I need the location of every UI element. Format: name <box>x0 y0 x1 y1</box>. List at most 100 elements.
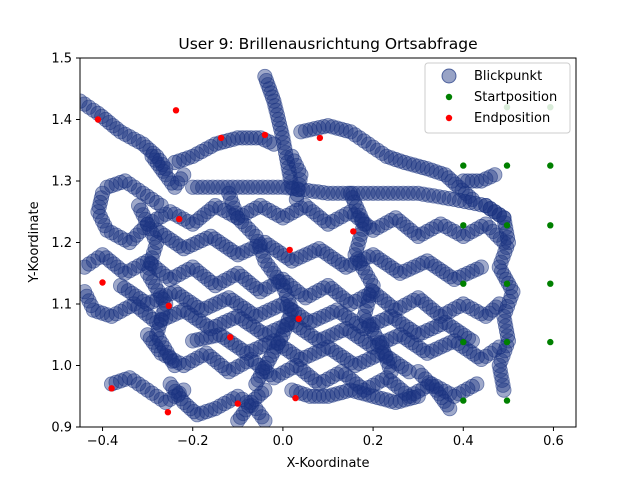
gaze-point <box>358 313 375 329</box>
gaze-point <box>252 306 268 322</box>
gaze-point <box>442 221 458 237</box>
end-position-point <box>165 302 172 309</box>
gaze-point <box>293 167 309 183</box>
gaze-point <box>180 261 196 278</box>
gaze-point <box>99 222 115 238</box>
gaze-point <box>144 225 160 241</box>
gaze-point <box>437 218 453 235</box>
gaze-point <box>152 287 169 303</box>
gaze-point <box>497 313 513 329</box>
gaze-point <box>221 270 237 286</box>
gaze-point <box>302 245 318 261</box>
gaze-point <box>266 300 282 316</box>
gaze-point <box>460 173 476 189</box>
gaze-point <box>324 327 341 343</box>
gaze-point <box>361 317 377 333</box>
gaze-point <box>286 153 302 169</box>
gaze-point <box>496 382 512 398</box>
gaze-point <box>234 130 250 146</box>
gaze-point <box>397 297 413 313</box>
end-position-point <box>295 315 302 322</box>
gaze-point <box>164 175 180 191</box>
gaze-point <box>248 376 264 392</box>
gaze-point <box>230 130 246 146</box>
gaze-point <box>173 171 189 187</box>
gaze-point <box>80 284 93 300</box>
gaze-point <box>365 277 381 294</box>
gaze-point <box>81 256 97 272</box>
gaze-point <box>315 119 332 135</box>
gaze-point <box>487 167 503 183</box>
gaze-point <box>371 335 388 351</box>
gaze-point <box>491 339 507 355</box>
gaze-point <box>455 173 471 189</box>
gaze-point <box>378 310 395 326</box>
gaze-point <box>491 207 507 223</box>
gaze-point <box>406 386 422 402</box>
start-position-point <box>503 397 511 404</box>
gaze-point <box>158 394 174 410</box>
gaze-point <box>149 194 165 211</box>
gaze-point <box>257 413 273 427</box>
gaze-point <box>257 359 273 376</box>
gaze-point <box>275 179 291 195</box>
gaze-point <box>410 228 426 244</box>
gaze-point <box>360 269 376 285</box>
gaze-point <box>92 208 108 224</box>
gaze-point <box>311 333 327 349</box>
legend-label-blickpunkt: Blickpunkt <box>474 69 542 84</box>
gaze-point <box>207 198 223 214</box>
legend-marker-blickpunkt <box>441 68 457 84</box>
gaze-point <box>155 306 171 322</box>
gaze-point <box>194 348 210 364</box>
gaze-point <box>495 377 511 393</box>
gaze-point <box>311 388 327 404</box>
gaze-point <box>279 207 295 223</box>
gaze-point <box>194 143 210 160</box>
gaze-point <box>135 379 151 395</box>
gaze-point <box>329 211 345 227</box>
gaze-point <box>159 344 175 360</box>
gaze-point <box>305 183 321 199</box>
gaze-point <box>171 266 187 283</box>
gaze-point <box>369 375 386 391</box>
gaze-point <box>250 372 266 388</box>
gaze-point <box>126 260 142 276</box>
gaze-point <box>167 357 183 374</box>
gaze-point <box>266 205 282 221</box>
gaze-point <box>356 133 372 149</box>
gaze-point <box>113 124 129 140</box>
gaze-point <box>451 298 467 315</box>
gaze-point <box>207 296 223 312</box>
gaze-point <box>176 264 192 280</box>
gaze-point <box>85 253 102 269</box>
x-tick-label: −0.4 <box>87 434 119 449</box>
gaze-point <box>369 330 385 346</box>
gaze-point <box>259 355 275 372</box>
gaze-point <box>442 400 458 417</box>
gaze-point <box>257 281 273 297</box>
gaze-point <box>351 231 368 247</box>
gaze-point <box>189 146 205 162</box>
gaze-point <box>360 351 377 367</box>
legend-label-endposition: Endposition <box>474 111 550 126</box>
gaze-point <box>270 367 286 383</box>
gaze-point <box>252 198 268 214</box>
gaze-point <box>460 265 476 281</box>
gaze-point <box>270 207 286 223</box>
gaze-point <box>311 376 327 392</box>
gaze-point <box>140 382 156 398</box>
gaze-point <box>122 370 138 386</box>
gaze-point <box>80 96 93 112</box>
gaze-point <box>284 148 300 164</box>
gaze-point <box>122 176 138 192</box>
gaze-point <box>324 304 341 320</box>
end-position-point <box>164 409 172 416</box>
gaze-point <box>302 388 318 404</box>
gaze-point <box>478 348 494 364</box>
gaze-point <box>428 341 444 357</box>
gaze-point <box>464 223 480 239</box>
x-tick-label: 0.0 <box>273 434 294 449</box>
gaze-point <box>94 213 111 229</box>
start-position-point <box>460 338 467 346</box>
